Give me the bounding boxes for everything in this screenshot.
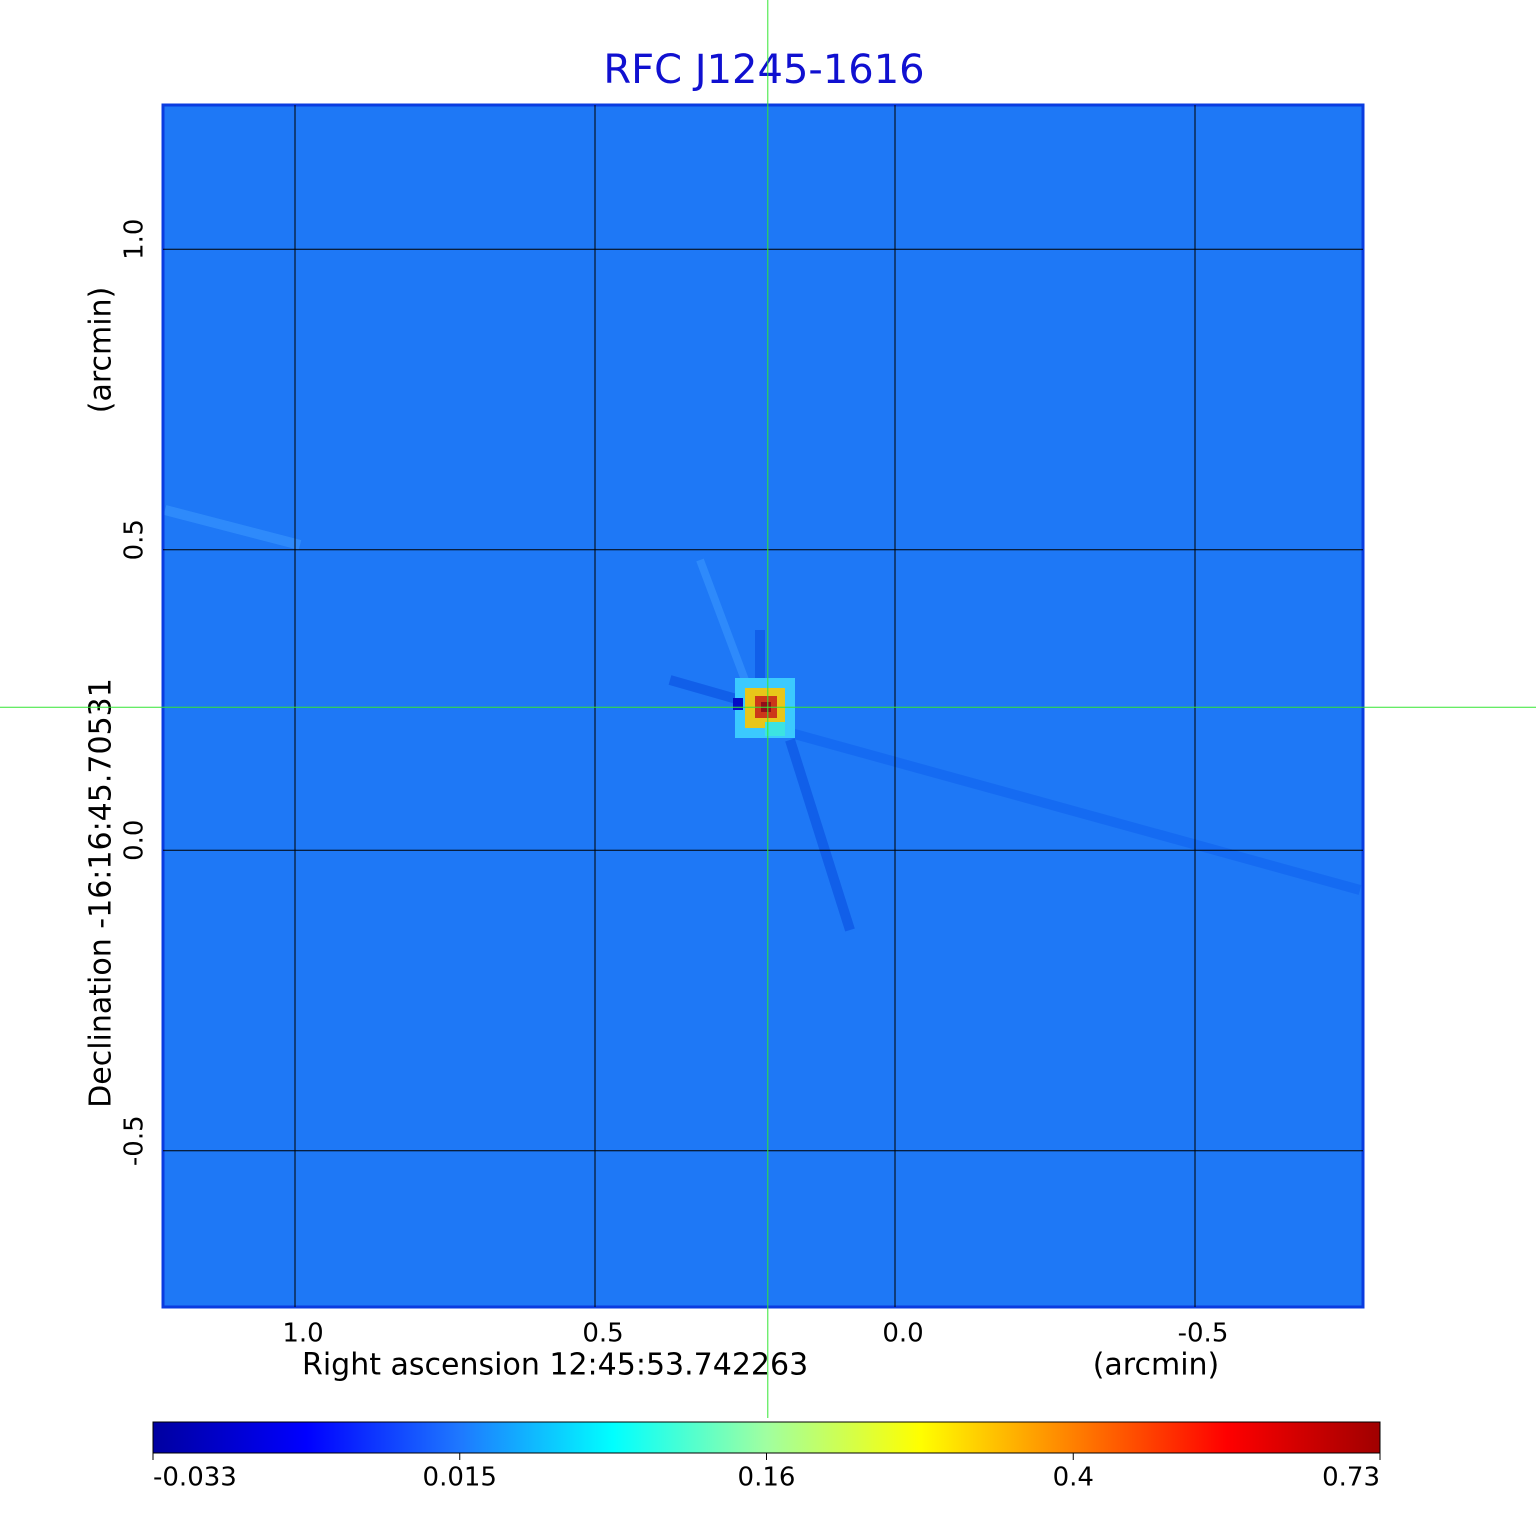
x-tick-label: -0.5 (1178, 1319, 1229, 1349)
plot-frame (161, 103, 1365, 1309)
colorbar-tick-label: 0.73 (1322, 1463, 1380, 1493)
colorbar-tick-label: 0.4 (1053, 1463, 1094, 1493)
y-axis-label: Declination -16:16:45.70531 (84, 678, 119, 1108)
colorbar-tick-label: 0.015 (423, 1463, 497, 1493)
x-axis-unit: (arcmin) (1093, 1348, 1220, 1383)
y-tick-label: 1.0 (120, 219, 150, 260)
x-tick-label: 0.0 (882, 1319, 923, 1349)
x-axis-label: Right ascension 12:45:53.742263 (302, 1348, 808, 1383)
y-axis-unit: (arcmin) (84, 287, 119, 414)
y-tick-label: 0.0 (120, 820, 150, 861)
chart-title: RFC J1245-1616 (603, 47, 924, 93)
image-features (163, 505, 1362, 932)
colorbar (152, 1421, 1381, 1454)
x-tick-label: 0.5 (582, 1319, 623, 1349)
colorbar-tick-label: 0.16 (738, 1463, 796, 1493)
colorbar-tick-label: -0.033 (153, 1463, 237, 1493)
y-tick-label: -0.5 (120, 1115, 150, 1166)
y-tick-label: 0.5 (120, 519, 150, 560)
x-tick-label: 1.0 (282, 1319, 323, 1349)
